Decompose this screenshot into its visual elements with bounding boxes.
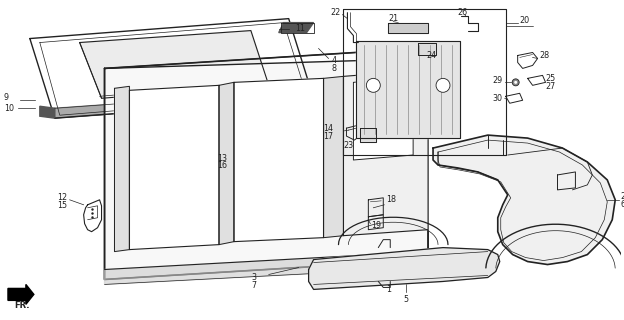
Text: 20: 20 bbox=[520, 16, 530, 25]
Text: 1: 1 bbox=[386, 285, 391, 294]
Text: 19: 19 bbox=[371, 221, 381, 230]
Polygon shape bbox=[353, 76, 413, 160]
Polygon shape bbox=[279, 23, 314, 33]
Text: 13: 13 bbox=[217, 154, 227, 163]
Polygon shape bbox=[356, 41, 460, 138]
Text: 17: 17 bbox=[323, 132, 333, 140]
Polygon shape bbox=[388, 23, 428, 33]
Polygon shape bbox=[105, 252, 428, 284]
Text: 28: 28 bbox=[540, 51, 550, 60]
Text: 25: 25 bbox=[545, 74, 556, 83]
Polygon shape bbox=[80, 31, 269, 98]
Text: 23: 23 bbox=[343, 140, 353, 149]
Polygon shape bbox=[8, 284, 34, 304]
Text: 24: 24 bbox=[426, 51, 436, 60]
Text: 29: 29 bbox=[492, 76, 503, 85]
Text: 3: 3 bbox=[251, 273, 256, 282]
Polygon shape bbox=[309, 248, 500, 289]
Text: 5: 5 bbox=[404, 295, 409, 304]
Text: 30: 30 bbox=[493, 94, 503, 103]
Polygon shape bbox=[105, 59, 428, 279]
Polygon shape bbox=[324, 76, 343, 238]
Text: 2: 2 bbox=[620, 192, 624, 201]
Text: 16: 16 bbox=[217, 162, 227, 171]
Circle shape bbox=[436, 78, 450, 92]
Circle shape bbox=[512, 79, 519, 86]
Text: 10: 10 bbox=[4, 104, 14, 113]
Text: 12: 12 bbox=[57, 193, 67, 202]
Polygon shape bbox=[433, 135, 615, 265]
Text: 18: 18 bbox=[386, 195, 396, 204]
Polygon shape bbox=[361, 128, 376, 142]
Text: 22: 22 bbox=[330, 8, 341, 17]
Text: FR.: FR. bbox=[14, 301, 29, 310]
Polygon shape bbox=[219, 82, 234, 244]
Polygon shape bbox=[129, 85, 219, 250]
Text: 26: 26 bbox=[458, 8, 468, 17]
Polygon shape bbox=[418, 43, 436, 55]
Text: 14: 14 bbox=[323, 124, 333, 133]
Text: 11: 11 bbox=[295, 24, 305, 33]
Text: 15: 15 bbox=[57, 201, 67, 210]
Text: 6: 6 bbox=[620, 200, 624, 209]
Polygon shape bbox=[234, 78, 324, 242]
Polygon shape bbox=[343, 70, 428, 236]
Text: 7: 7 bbox=[251, 281, 256, 290]
Text: 21: 21 bbox=[388, 14, 398, 23]
Polygon shape bbox=[40, 106, 55, 118]
Text: 4: 4 bbox=[331, 56, 336, 65]
Text: 27: 27 bbox=[545, 82, 556, 91]
Text: 9: 9 bbox=[4, 93, 9, 102]
Text: 8: 8 bbox=[331, 64, 336, 73]
Circle shape bbox=[366, 78, 380, 92]
Polygon shape bbox=[55, 90, 306, 118]
Circle shape bbox=[514, 81, 517, 84]
Polygon shape bbox=[114, 86, 129, 252]
